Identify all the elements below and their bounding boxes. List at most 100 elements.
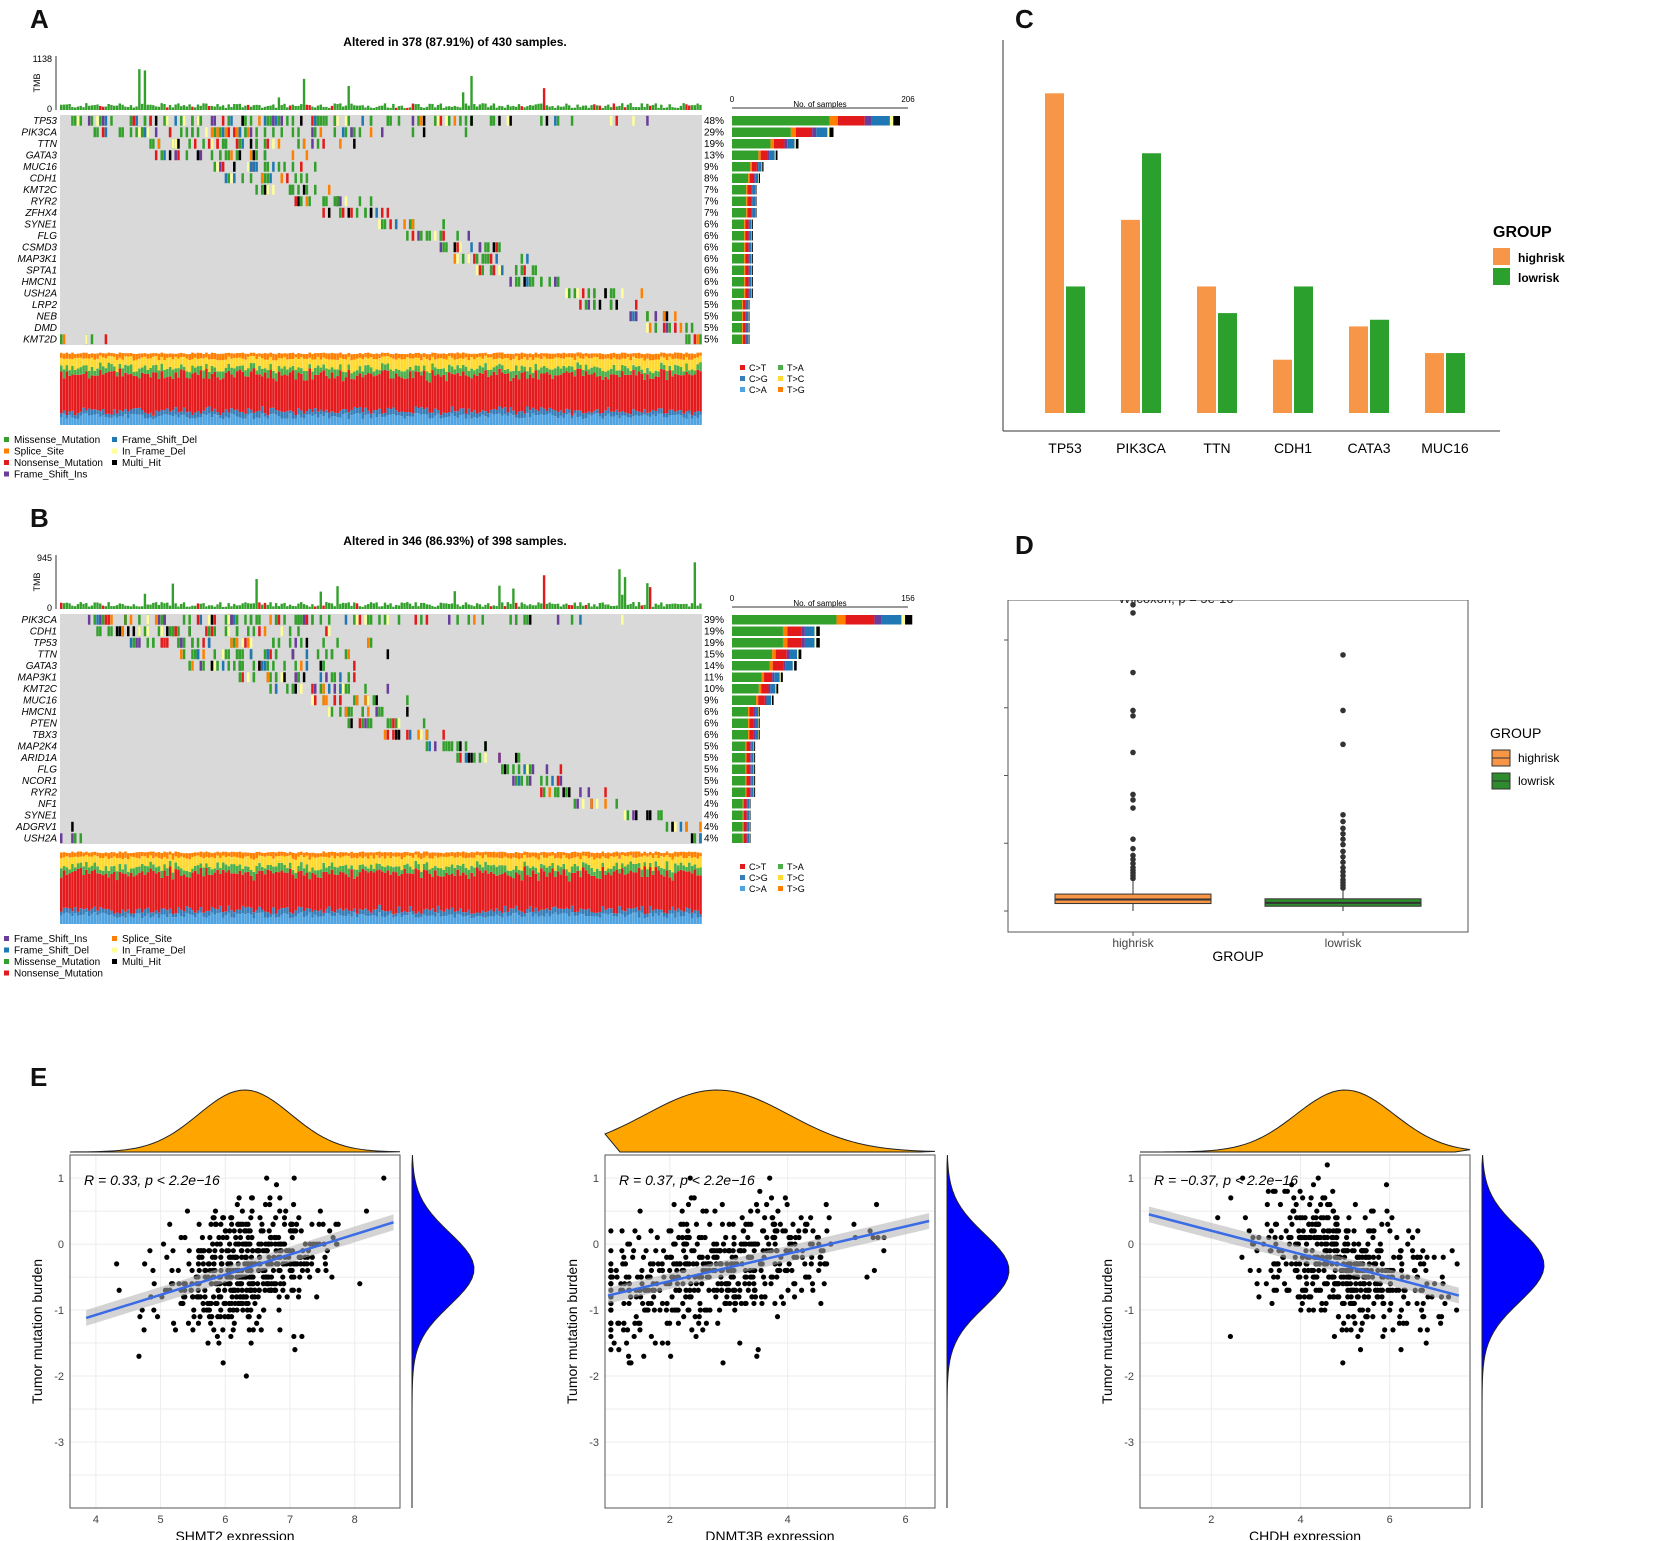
titv-segment — [621, 852, 624, 856]
side-bar-segment — [749, 242, 752, 252]
mutation-cell — [160, 626, 163, 637]
titv-segment — [537, 872, 540, 881]
mutation-cell — [266, 173, 270, 184]
outlier-point — [1340, 877, 1346, 883]
gene-label: MUC16 — [23, 696, 57, 707]
titv-segment — [464, 858, 468, 868]
mutation-cell — [369, 196, 373, 207]
mutation-cell — [517, 775, 521, 786]
outlier-point — [1340, 830, 1346, 837]
data-point — [206, 1248, 213, 1254]
tmb-bar — [221, 105, 225, 110]
titv-segment — [227, 412, 231, 419]
titv-segment — [503, 872, 507, 906]
titv-segment — [556, 418, 560, 425]
titv-segment — [188, 418, 191, 425]
mutation-cell — [495, 242, 498, 253]
mutation-cell — [417, 115, 420, 126]
titv-segment — [584, 863, 588, 871]
side-axis-zero: 0 — [730, 594, 735, 603]
gene-pct-label: 6% — [704, 254, 719, 265]
titv-segment — [168, 353, 172, 358]
titv-segment — [344, 915, 348, 924]
titv-segment — [422, 851, 426, 858]
titv-segment — [118, 363, 122, 369]
titv-segment — [559, 358, 563, 369]
side-bar-segment — [758, 684, 762, 694]
titv-segment — [439, 852, 443, 857]
titv-segment — [408, 855, 412, 867]
mutation-cell — [263, 660, 267, 671]
tmb-bar — [450, 603, 454, 609]
y-tick-label: -1 — [54, 1305, 64, 1317]
side-bar-segment — [797, 649, 799, 659]
tmb-bar — [618, 569, 621, 609]
mutation-cell — [339, 207, 342, 218]
tmb-bar — [498, 105, 501, 110]
titv-segment — [534, 852, 538, 858]
titv-segment — [210, 856, 214, 870]
mutation-cell — [79, 833, 83, 844]
titv-segment — [581, 851, 585, 856]
mutation-cell — [305, 150, 309, 161]
titv-segment — [353, 852, 356, 858]
titv-segment — [422, 863, 426, 870]
gene-pct-label: 15% — [704, 650, 724, 661]
titv-segment — [612, 364, 616, 375]
data-point — [267, 1201, 273, 1208]
side-bar-segment — [775, 649, 787, 659]
mutation-cell — [350, 127, 353, 138]
titv-segment — [129, 913, 133, 917]
mutation-cell — [258, 660, 261, 671]
titv-segment — [657, 870, 660, 910]
side-bar-segment — [752, 208, 756, 218]
titv-segment — [648, 906, 652, 914]
titv-segment — [442, 916, 445, 924]
titv-segment — [358, 872, 362, 910]
titv-segment — [288, 851, 292, 856]
titv-segment — [124, 409, 127, 415]
titv-segment — [386, 363, 390, 371]
titv-segment — [319, 856, 323, 870]
titv-segment — [76, 911, 80, 916]
titv-segment — [428, 869, 432, 875]
titv-segment — [227, 852, 231, 857]
gene-label: LRP2 — [32, 300, 57, 311]
mutation-cell — [464, 115, 468, 126]
titv-segment — [568, 909, 571, 917]
titv-segment — [93, 855, 97, 863]
titv-segment — [244, 907, 247, 915]
mutation-cell — [283, 672, 286, 683]
titv-segment — [277, 917, 281, 924]
outlier-point — [1340, 818, 1346, 825]
titv-segment — [302, 358, 306, 371]
titv-segment — [447, 364, 451, 373]
mutation-cell — [269, 672, 272, 683]
titv-segment — [286, 872, 289, 908]
titv-segment — [531, 354, 535, 360]
titv-segment — [668, 877, 672, 911]
y-tick-label: -3 — [54, 1437, 64, 1449]
titv-segment — [233, 353, 236, 358]
titv-segment — [188, 877, 191, 908]
titv-segment — [456, 365, 459, 374]
titv-segment — [157, 852, 161, 858]
mutation-cell — [280, 672, 284, 683]
titv-segment — [274, 414, 278, 425]
titv-segment — [528, 410, 532, 418]
side-bar-segment — [786, 649, 790, 659]
mutation-cell — [615, 115, 618, 126]
titv-segment — [394, 415, 398, 425]
mutation-cell — [135, 127, 138, 138]
titv-segment — [447, 852, 451, 857]
titv-segment — [646, 913, 649, 918]
titv-segment — [676, 365, 680, 375]
data-point — [381, 1175, 387, 1181]
titv-segment — [355, 375, 359, 409]
titv-segment — [411, 873, 415, 912]
titv-segment — [216, 360, 219, 372]
titv-segment — [690, 353, 694, 360]
titv-segment — [696, 411, 700, 418]
boxplot-d: 05101520TMBWilcoxon, p = 5e-10highrisklo… — [1000, 600, 1560, 964]
titv-segment — [327, 359, 331, 370]
